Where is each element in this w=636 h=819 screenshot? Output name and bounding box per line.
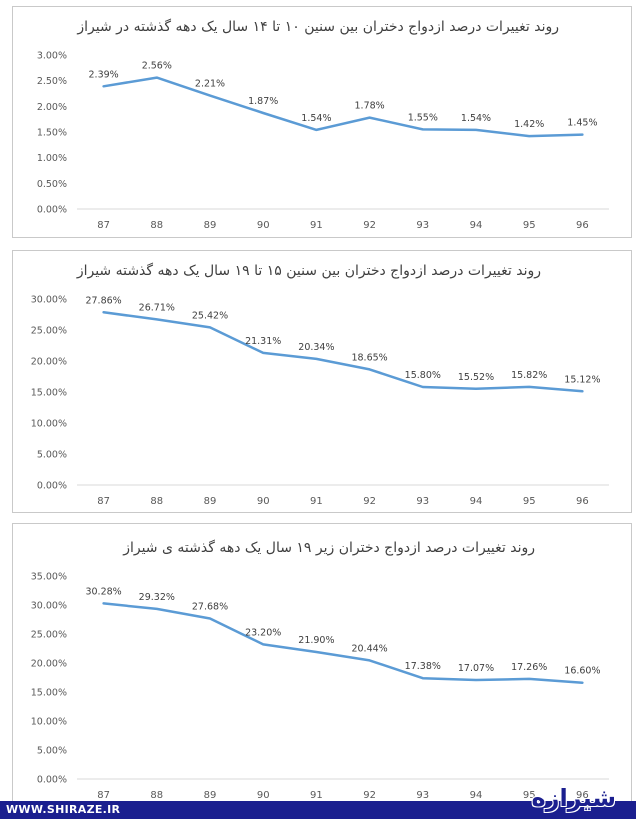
y-tick-label: 0.00%	[37, 205, 67, 216]
x-tick-label: 93	[416, 496, 429, 507]
site-logo[interactable]: شیرازه	[522, 778, 626, 818]
data-label: 20.34%	[298, 342, 334, 353]
x-tick-label: 90	[257, 790, 270, 801]
x-tick-label: 87	[97, 790, 110, 801]
y-tick-label: 5.00%	[37, 450, 67, 461]
y-tick-label: 1.00%	[37, 153, 67, 164]
x-tick-label: 91	[310, 790, 323, 801]
x-tick-label: 89	[204, 790, 217, 801]
y-tick-label: 25.00%	[31, 326, 67, 337]
data-label: 1.55%	[408, 112, 438, 123]
data-label: 1.78%	[355, 101, 385, 112]
chart-panel-under-19: 0.00% 5.00% 10.00% 15.00% 20.00% 25.00% 30.00%…	[12, 523, 632, 813]
y-tick-label: 1.50%	[37, 128, 67, 139]
y-tick-label: 15.00%	[31, 688, 67, 699]
chart-title-under-19: روند تغییرات درصد ازدواج دختران زیر ۱۹ س…	[123, 540, 535, 556]
data-label: 25.42%	[192, 310, 228, 321]
y-tick-label: 0.00%	[37, 481, 67, 492]
data-label: 17.38%	[405, 661, 441, 672]
data-label: 17.07%	[458, 663, 494, 674]
footer-url-link[interactable]: WWW.SHIRAZE.IR	[6, 803, 121, 816]
data-label: 15.80%	[405, 370, 441, 381]
x-tick-label: 88	[150, 220, 163, 231]
chart-panel-10-14: 0.00% 0.50% 1.00% 1.50% 2.00% 2.50% 3.00% 87 88 8…	[12, 6, 632, 238]
x-tick-label: 95	[523, 496, 536, 507]
chart-title-15-19: روند تغییرات درصد ازدواج دختران بین سنین…	[76, 263, 541, 279]
data-label: 15.12%	[564, 374, 600, 385]
x-tick-label: 89	[204, 496, 217, 507]
series-line	[102, 602, 584, 684]
y-tick-label: 35.00%	[31, 572, 67, 583]
data-label: 1.45%	[567, 118, 597, 129]
data-label: 21.90%	[298, 635, 334, 646]
chart-panel-15-19: 0.00% 5.00% 10.00% 15.00% 20.00% 25.00% 30.00%…	[12, 250, 632, 513]
y-tick-label: 20.00%	[31, 659, 67, 670]
x-tick-label: 91	[310, 220, 323, 231]
x-tick-label: 93	[416, 220, 429, 231]
y-tick-label: 30.00%	[31, 601, 67, 612]
data-label: 18.65%	[351, 352, 387, 363]
series-line	[102, 76, 584, 138]
x-tick-label: 92	[363, 790, 376, 801]
x-tick-label: 88	[150, 496, 163, 507]
x-tick-label: 96	[576, 220, 589, 231]
chart-svg-under-19: 0.00% 5.00% 10.00% 15.00% 20.00% 25.00% 30.00%…	[31, 572, 609, 801]
x-tick-label: 91	[310, 496, 323, 507]
y-tick-label: 2.50%	[37, 76, 67, 87]
data-label: 15.52%	[458, 372, 494, 383]
y-tick-label: 30.00%	[31, 295, 67, 306]
x-tick-label: 92	[363, 496, 376, 507]
x-tick-label: 94	[470, 220, 483, 231]
chart-title-10-14: روند تغییرات درصد ازدواج دختران بین سنین…	[77, 19, 559, 35]
y-tick-label: 2.00%	[37, 102, 67, 113]
data-label: 2.39%	[89, 69, 119, 80]
data-label: 27.86%	[85, 295, 121, 306]
data-label: 1.54%	[301, 113, 331, 124]
site-logo-text: شیرازه	[531, 784, 616, 812]
data-label: 17.26%	[511, 662, 547, 673]
y-tick-label: 15.00%	[31, 388, 67, 399]
x-tick-label: 96	[576, 496, 589, 507]
data-label: 16.60%	[564, 666, 600, 677]
y-tick-label: 3.00%	[37, 51, 67, 62]
x-tick-label: 90	[257, 220, 270, 231]
data-label: 26.71%	[139, 302, 175, 313]
x-tick-label: 95	[523, 790, 536, 801]
data-label: 23.20%	[245, 627, 281, 638]
chart-svg-15-19: 0.00% 5.00% 10.00% 15.00% 20.00% 25.00% 30.00%…	[31, 295, 609, 507]
x-tick-label: 95	[523, 220, 536, 231]
y-tick-label: 10.00%	[31, 717, 67, 728]
data-label: 15.82%	[511, 370, 547, 381]
data-label: 21.31%	[245, 336, 281, 347]
series-line	[102, 311, 584, 393]
y-tick-label: 0.00%	[37, 775, 67, 786]
data-label: 29.32%	[139, 592, 175, 603]
data-label: 2.21%	[195, 79, 225, 90]
chart-svg-10-14: 0.00% 0.50% 1.00% 1.50% 2.00% 2.50% 3.00% 87 88 8…	[37, 51, 609, 231]
x-tick-label: 87	[97, 496, 110, 507]
data-label: 27.68%	[192, 601, 228, 612]
y-tick-label: 25.00%	[31, 630, 67, 641]
x-tick-label: 89	[204, 220, 217, 231]
x-tick-label: 93	[416, 790, 429, 801]
x-tick-label: 87	[97, 220, 110, 231]
y-tick-label: 5.00%	[37, 746, 67, 757]
x-tick-label: 92	[363, 220, 376, 231]
data-label: 2.56%	[142, 61, 172, 72]
x-tick-label: 96	[576, 790, 589, 801]
x-tick-label: 94	[470, 790, 483, 801]
x-tick-label: 94	[470, 496, 483, 507]
x-tick-label: 90	[257, 496, 270, 507]
y-tick-label: 0.50%	[37, 179, 67, 190]
y-tick-label: 10.00%	[31, 419, 67, 430]
data-label: 1.54%	[461, 113, 491, 124]
y-tick-label: 20.00%	[31, 357, 67, 368]
data-label: 20.44%	[351, 643, 387, 654]
x-tick-label: 88	[150, 790, 163, 801]
data-label: 30.28%	[85, 586, 121, 597]
data-label: 1.87%	[248, 96, 278, 107]
data-label: 1.42%	[514, 119, 544, 130]
footer-bar: WWW.SHIRAZE.IR	[0, 801, 636, 819]
